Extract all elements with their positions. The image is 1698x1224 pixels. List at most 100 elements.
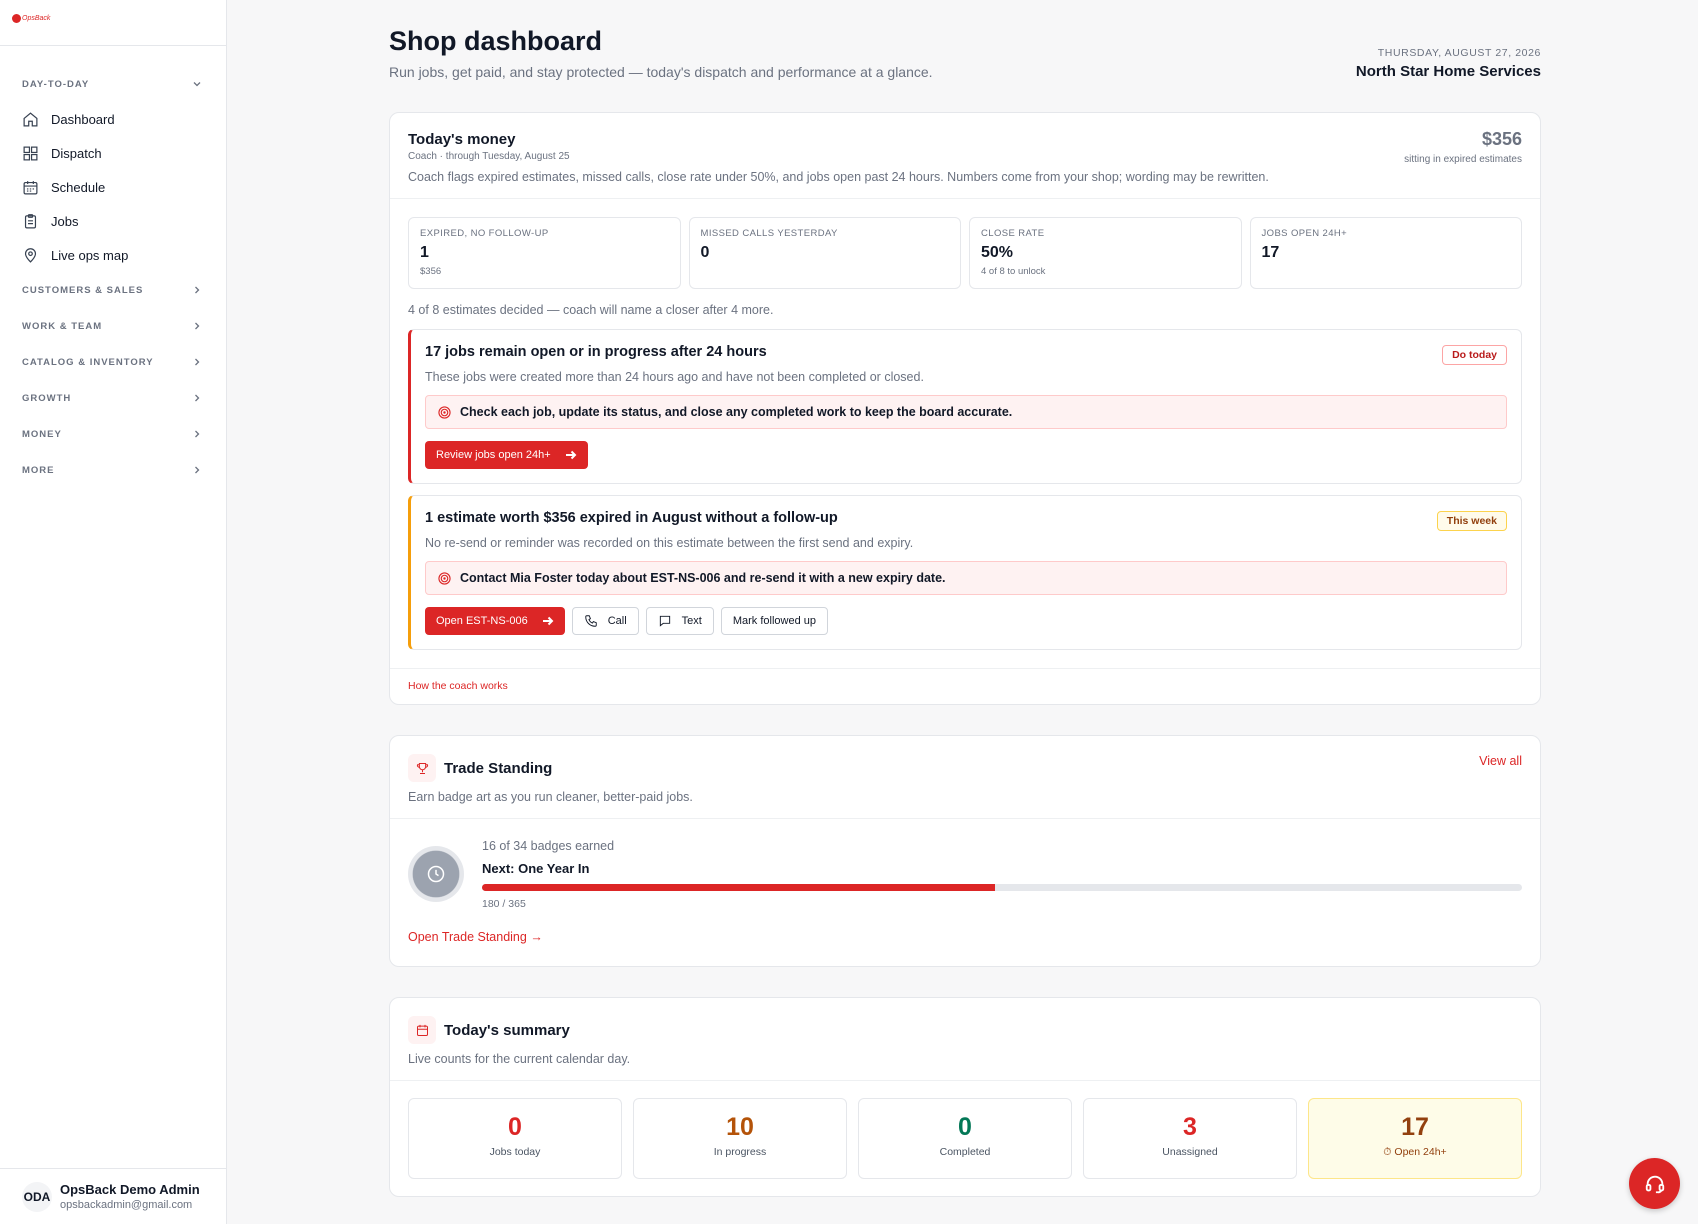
summary-in-progress[interactable]: 10 In progress: [633, 1098, 847, 1179]
card-header: Today's money Coach · through Tuesday, A…: [390, 113, 1540, 199]
recommended-action: Contact Mia Foster today about EST-NS-00…: [425, 561, 1507, 595]
logo-area: OpsBack: [0, 0, 226, 46]
text-button[interactable]: Text: [645, 607, 714, 635]
nav-section-growth[interactable]: GROWTH: [0, 380, 226, 416]
arrow-right-icon: [565, 450, 577, 460]
alert-description: These jobs were created more than 24 hou…: [425, 370, 924, 384]
next-badge: Next: One Year In: [482, 861, 590, 876]
summary-completed[interactable]: 0 Completed: [858, 1098, 1072, 1179]
app-logo[interactable]: OpsBack: [12, 14, 214, 23]
chevron-right-icon: [195, 358, 200, 366]
summary-value: 0: [958, 1113, 972, 1141]
stat-value: 17: [1261, 244, 1280, 261]
sidebar-item-jobs[interactable]: Jobs: [0, 204, 226, 238]
nav-section-label: CUSTOMERS & SALES: [22, 284, 144, 296]
chevron-right-icon: [195, 394, 200, 402]
summary-label: In progress: [713, 1146, 767, 1158]
card-title: Trade Standing: [444, 759, 553, 777]
mark-followed-up-button[interactable]: Mark followed up: [720, 607, 829, 635]
badges-earned: 16 of 34 badges earned: [482, 839, 615, 853]
nav-section-label: MORE: [22, 464, 55, 476]
stat-value: 0: [700, 244, 710, 261]
card-meta: Coach · through Tuesday, August 25: [408, 151, 570, 162]
user-email: opsbackadmin@gmail.com: [60, 1199, 193, 1211]
headset-icon: [1645, 1175, 1664, 1193]
calendar-icon: [408, 1016, 436, 1044]
summary-value: 10: [726, 1113, 754, 1141]
nav-section-label: GROWTH: [22, 392, 72, 404]
alert-actions: Review jobs open 24h+: [425, 441, 1507, 469]
chevron-down-icon: [193, 82, 201, 87]
calendar-icon: [23, 180, 38, 194]
stat-label: EXPIRED, NO FOLLOW-UP: [420, 228, 549, 239]
chevron-right-icon: [195, 322, 200, 330]
sidebar-item-dispatch[interactable]: Dispatch: [0, 136, 226, 170]
summary-value: 3: [1183, 1113, 1197, 1141]
message-icon: [659, 615, 670, 627]
view-all-link[interactable]: View all: [1479, 754, 1522, 768]
sidebar-item-label: Schedule: [51, 179, 106, 195]
recommended-action: Check each job, update its status, and c…: [425, 395, 1507, 429]
card-title-row: Trade Standing: [408, 754, 1522, 782]
next-badge-medal: [408, 846, 464, 902]
how-coach-works-link[interactable]: How the coach works: [390, 668, 1540, 704]
badge-progress-row: 16 of 34 badges earned Next: One Year In…: [408, 839, 1522, 910]
summary-value: 0: [508, 1113, 522, 1141]
stat-label: CLOSE RATE: [981, 228, 1045, 239]
card-description: Live counts for the current calendar day…: [408, 1052, 631, 1066]
open-estimate-button[interactable]: Open EST-NS-006: [425, 607, 565, 635]
support-button[interactable]: [1629, 1158, 1680, 1209]
alert-actions: Open EST-NS-006 Call Text Mark followed …: [425, 607, 1507, 635]
user-menu[interactable]: ODA OpsBack Demo Admin opsbackadmin@gmai…: [0, 1168, 227, 1224]
alert-description: No re-send or reminder was recorded on t…: [425, 536, 914, 550]
page-subtitle: Run jobs, get paid, and stay protected —…: [389, 64, 933, 80]
trophy-icon: [408, 754, 436, 782]
stat-sub: 4 of 8 to unlock: [981, 266, 1046, 277]
trade-standing-body: 16 of 34 badges earned Next: One Year In…: [390, 819, 1540, 966]
sidebar-item-label: Dispatch: [51, 145, 102, 161]
nav-section-day-to-day[interactable]: DAY-TO-DAY: [0, 66, 226, 102]
card-description: Earn badge art as you run cleaner, bette…: [408, 790, 693, 804]
nav-section-work-team[interactable]: WORK & TEAM: [0, 308, 226, 344]
nav-section-customers-sales[interactable]: CUSTOMERS & SALES: [0, 272, 226, 308]
summary-label: Completed: [939, 1146, 991, 1158]
summary-jobs-today[interactable]: 0 Jobs today: [408, 1098, 622, 1179]
priority-badge: This week: [1436, 511, 1507, 531]
review-jobs-button[interactable]: Review jobs open 24h+: [425, 441, 588, 469]
stat-sub: $356: [420, 266, 442, 277]
page-header: Shop dashboard Run jobs, get paid, and s…: [389, 0, 1541, 112]
phone-icon: [585, 615, 597, 627]
sidebar-item-schedule[interactable]: Schedule: [0, 170, 226, 204]
todays-summary-card: Today's summary Live counts for the curr…: [389, 997, 1541, 1197]
summary-tiles: 0 Jobs today 10 In progress 0 Completed …: [390, 1081, 1540, 1196]
sidebar-item-live-ops-map[interactable]: Live ops map: [0, 238, 226, 272]
organization-name: North Star Home Services: [1355, 63, 1541, 80]
action-text: Contact Mia Foster today about EST-NS-00…: [460, 571, 946, 585]
sidebar-item-dashboard[interactable]: Dashboard: [0, 102, 226, 136]
card-title-row: Today's summary: [408, 1016, 1522, 1044]
timer-icon: ⏱: [1383, 1146, 1392, 1158]
link-label: Open Trade Standing: [408, 930, 527, 944]
nav-section-more[interactable]: MORE: [0, 452, 226, 488]
open-trade-standing-link[interactable]: Open Trade Standing →: [408, 930, 1522, 944]
summary-label: Jobs today: [489, 1146, 541, 1158]
summary-open-24h[interactable]: 17 ⏱ Open 24h+: [1308, 1098, 1522, 1179]
summary-unassigned[interactable]: 3 Unassigned: [1083, 1098, 1297, 1179]
nav-section-money[interactable]: MONEY: [0, 416, 226, 452]
nav-section-catalog-inventory[interactable]: CATALOG & INVENTORY: [0, 344, 226, 380]
button-label: Call: [607, 615, 627, 627]
logo-text: OpsBack: [22, 15, 51, 22]
sidebar-nav: DAY-TO-DAY Dashboard Dispatch Schedule J…: [0, 46, 226, 488]
alert-expired-estimate: 1 estimate worth $356 expired in August …: [408, 495, 1522, 650]
home-icon: [23, 111, 38, 126]
sidebar-item-label: Jobs: [51, 213, 79, 229]
summary-label: Unassigned: [1162, 1146, 1218, 1158]
summary-label: Open 24h+: [1394, 1146, 1447, 1158]
alert-title: 17 jobs remain open or in progress after…: [425, 344, 767, 360]
call-button[interactable]: Call: [571, 607, 639, 635]
priority-badge: Do today: [1442, 345, 1507, 365]
main-content: Shop dashboard Run jobs, get paid, and s…: [389, 0, 1541, 1224]
badge-progress-fill: [482, 884, 995, 891]
chevron-right-icon: [195, 466, 200, 474]
stat-missed-calls: MISSED CALLS YESTERDAY 0: [688, 217, 961, 289]
